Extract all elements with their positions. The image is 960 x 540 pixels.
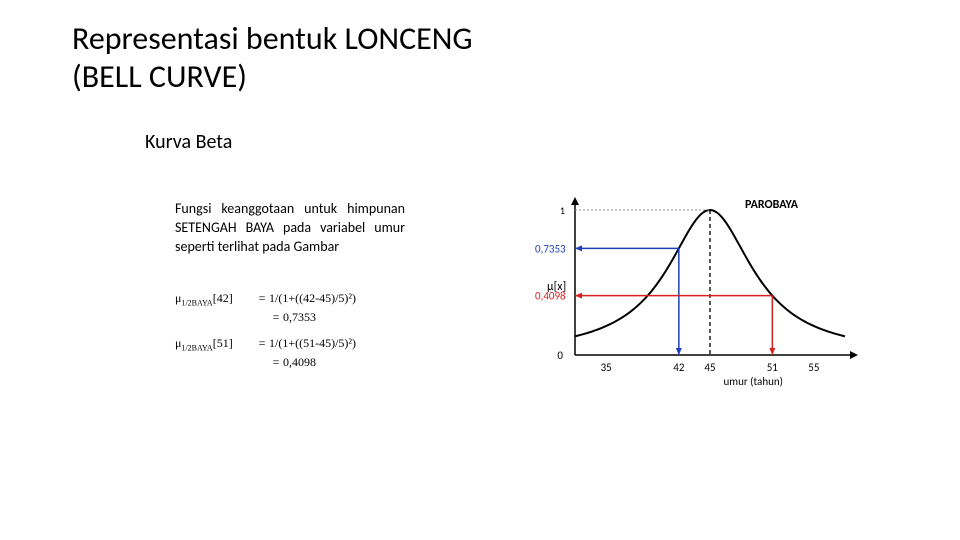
page-title: Representasi bentuk LONCENG (BELL CURVE) <box>72 20 473 97</box>
equation-row-1: μ1/2BAYA[42] = 1/(1+((42-45)/5)²) <box>175 290 356 309</box>
equation-expr-1: 1/(1+((42-45)/5)²) <box>269 290 356 307</box>
svg-text:0: 0 <box>557 349 563 362</box>
svg-text:35: 35 <box>601 361 612 374</box>
svg-text:0,7353: 0,7353 <box>535 242 566 255</box>
equation-expr-2: 1/(1+((51-45)/5)²) <box>269 335 356 352</box>
subtitle: Kurva Beta <box>145 130 232 154</box>
svg-text:42: 42 <box>673 361 685 374</box>
title-line-1: Representasi bentuk LONCENG <box>72 19 473 58</box>
description-text: Fungsi keanggotaan untuk himpunan SETENG… <box>175 200 405 257</box>
equation-label-2: μ1/2BAYA[51] <box>175 335 255 354</box>
svg-text:45: 45 <box>704 361 715 374</box>
equation-row-2: μ1/2BAYA[51] = 1/(1+((51-45)/5)²) <box>175 335 356 354</box>
equations-block: μ1/2BAYA[42] = 1/(1+((42-45)/5)²) = 0,73… <box>175 290 356 371</box>
equals-sign: = <box>255 290 269 307</box>
equation-label-1: μ1/2BAYA[42] <box>175 290 255 309</box>
equation-result-1: = 0,7353 <box>175 309 356 326</box>
svg-text:55: 55 <box>808 361 819 374</box>
svg-text:51: 51 <box>767 361 779 374</box>
title-line-2: (BELL CURVE) <box>72 57 247 96</box>
svg-text:PAROBAYA: PAROBAYA <box>745 198 799 212</box>
equation-result-2: = 0,4098 <box>175 354 356 371</box>
svg-text:1: 1 <box>560 204 565 217</box>
svg-text:umur (tahun): umur (tahun) <box>724 375 784 388</box>
svg-text:0,4098: 0,4098 <box>535 290 566 303</box>
bell-curve-chart: 0μ[x]3542455155umur (tahun)1PAROBAYA0,73… <box>520 195 870 395</box>
